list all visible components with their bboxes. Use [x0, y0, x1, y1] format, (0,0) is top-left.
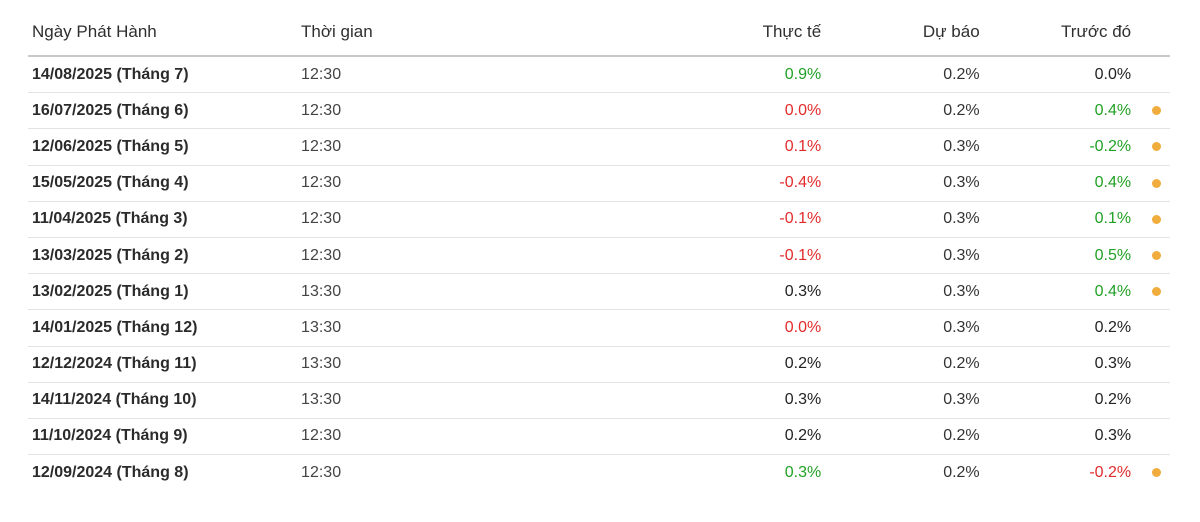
previous-value: -0.2% — [1089, 463, 1132, 481]
release-time: 12:30 — [301, 463, 342, 481]
previous-value: 0.0% — [1094, 65, 1132, 83]
previous-value: 0.4% — [1094, 282, 1132, 300]
revision-cell — [1131, 468, 1170, 478]
header-actual[interactable]: Thực tế — [762, 21, 822, 41]
actual-value: 0.0% — [784, 318, 822, 336]
revision-dot-icon[interactable] — [1152, 468, 1162, 478]
previous-value: 0.3% — [1094, 355, 1132, 373]
table-row[interactable]: 13/02/2025 (Tháng 1) 13:30 0.3% 0.3% 0.4% — [28, 274, 1170, 311]
previous-value: 0.2% — [1094, 391, 1132, 409]
release-date: 14/01/2025 (Tháng 12) — [32, 318, 198, 336]
header-previous[interactable]: Trước đó — [1061, 21, 1132, 41]
table-row[interactable]: 16/07/2025 (Tháng 6) 12:30 0.0% 0.2% 0.4% — [28, 93, 1170, 130]
release-date: 14/11/2024 (Tháng 10) — [32, 391, 197, 409]
header-forecast[interactable]: Dự báo — [922, 21, 980, 41]
release-date: 16/07/2025 (Tháng 6) — [32, 101, 189, 119]
previous-value: 0.2% — [1094, 318, 1132, 336]
previous-value: 0.3% — [1094, 427, 1132, 445]
forecast-value: 0.2% — [943, 101, 980, 119]
table-row[interactable]: 14/08/2025 (Tháng 7) 12:30 0.9% 0.2% 0.0% — [28, 57, 1170, 94]
forecast-value: 0.3% — [943, 137, 980, 155]
forecast-value: 0.3% — [943, 174, 980, 192]
revision-cell — [1131, 214, 1170, 224]
table-row[interactable]: 12/09/2024 (Tháng 8) 12:30 0.3% 0.2% -0.2% — [28, 455, 1170, 490]
release-time: 12:30 — [301, 210, 342, 228]
revision-dot-icon[interactable] — [1152, 106, 1162, 116]
previous-value: 0.4% — [1094, 174, 1132, 192]
header-release-date[interactable]: Ngày Phát Hành — [32, 21, 157, 41]
forecast-value: 0.2% — [943, 427, 980, 445]
forecast-value: 0.3% — [943, 246, 980, 264]
header-time[interactable]: Thời gian — [301, 21, 373, 41]
previous-value: 0.4% — [1094, 101, 1132, 119]
actual-value: -0.1% — [779, 246, 822, 264]
release-date: 11/10/2024 (Tháng 9) — [32, 427, 188, 445]
release-time: 13:30 — [301, 318, 342, 336]
table-row[interactable]: 15/05/2025 (Tháng 4) 12:30 -0.4% 0.3% 0.4% — [28, 166, 1170, 202]
table-row[interactable]: 11/04/2025 (Tháng 3) 12:30 -0.1% 0.3% 0.1% — [28, 202, 1170, 238]
release-date: 12/06/2025 (Tháng 5) — [32, 137, 189, 155]
table-row[interactable]: 12/12/2024 (Tháng 11) 13:30 0.2% 0.2% 0.3% — [28, 347, 1170, 383]
previous-value: 0.5% — [1094, 246, 1132, 264]
forecast-value: 0.3% — [943, 391, 980, 409]
actual-value: -0.4% — [779, 174, 822, 192]
table-row[interactable]: 14/11/2024 (Tháng 10) 13:30 0.3% 0.3% 0.2% — [28, 383, 1170, 419]
release-date: 14/08/2025 (Tháng 7) — [32, 65, 189, 83]
revision-dot-icon[interactable] — [1152, 178, 1162, 188]
revision-dot-icon[interactable] — [1152, 214, 1162, 224]
table-body: 14/08/2025 (Tháng 7) 12:30 0.9% 0.2% 0.0% 16/… — [28, 57, 1170, 490]
release-time: 12:30 — [301, 137, 342, 155]
actual-value: 0.9% — [784, 65, 822, 83]
forecast-value: 0.3% — [943, 210, 980, 228]
revision-cell — [1131, 287, 1170, 297]
forecast-value: 0.2% — [943, 463, 980, 481]
release-time: 13:30 — [301, 391, 342, 409]
release-date: 13/02/2025 (Tháng 1) — [32, 282, 189, 300]
release-date: 12/12/2024 (Tháng 11) — [32, 355, 197, 373]
forecast-value: 0.2% — [943, 65, 980, 83]
table-row[interactable]: 13/03/2025 (Tháng 2) 12:30 -0.1% 0.3% 0.5% — [28, 238, 1170, 275]
table-row[interactable]: 11/10/2024 (Tháng 9) 12:30 0.2% 0.2% 0.3% — [28, 419, 1170, 456]
release-time: 12:30 — [301, 101, 342, 119]
revision-cell — [1131, 251, 1170, 261]
forecast-value: 0.3% — [943, 282, 980, 300]
table-row[interactable]: 14/01/2025 (Tháng 12) 13:30 0.0% 0.3% 0.2% — [28, 310, 1170, 347]
release-date: 15/05/2025 (Tháng 4) — [32, 174, 189, 192]
release-time: 12:30 — [301, 65, 342, 83]
revision-cell — [1131, 142, 1170, 152]
actual-value: -0.1% — [779, 210, 822, 228]
previous-value: -0.2% — [1089, 137, 1132, 155]
release-time: 12:30 — [301, 174, 342, 192]
actual-value: 0.3% — [784, 282, 822, 300]
actual-value: 0.1% — [784, 137, 822, 155]
release-date: 12/09/2024 (Tháng 8) — [32, 463, 189, 481]
actual-value: 0.2% — [784, 355, 822, 373]
release-time: 12:30 — [301, 246, 342, 264]
revision-cell — [1131, 106, 1170, 116]
economic-history-table: Ngày Phát Hành Thời gian Thực tế Dự báo … — [28, 8, 1170, 490]
actual-value: 0.0% — [784, 101, 822, 119]
table-header: Ngày Phát Hành Thời gian Thực tế Dự báo … — [28, 8, 1170, 57]
release-time: 13:30 — [301, 282, 342, 300]
release-date: 13/03/2025 (Tháng 2) — [32, 246, 189, 264]
revision-cell — [1131, 178, 1170, 188]
actual-value: 0.3% — [784, 391, 822, 409]
release-time: 13:30 — [301, 355, 342, 373]
release-date: 11/04/2025 (Tháng 3) — [32, 210, 188, 228]
actual-value: 0.2% — [784, 427, 822, 445]
forecast-value: 0.2% — [943, 355, 980, 373]
revision-dot-icon[interactable] — [1152, 287, 1162, 297]
forecast-value: 0.3% — [943, 318, 980, 336]
table-row[interactable]: 12/06/2025 (Tháng 5) 12:30 0.1% 0.3% -0.2% — [28, 129, 1170, 166]
revision-dot-icon[interactable] — [1152, 142, 1162, 152]
release-time: 12:30 — [301, 427, 342, 445]
revision-dot-icon[interactable] — [1152, 251, 1162, 261]
actual-value: 0.3% — [784, 463, 822, 481]
previous-value: 0.1% — [1094, 210, 1132, 228]
